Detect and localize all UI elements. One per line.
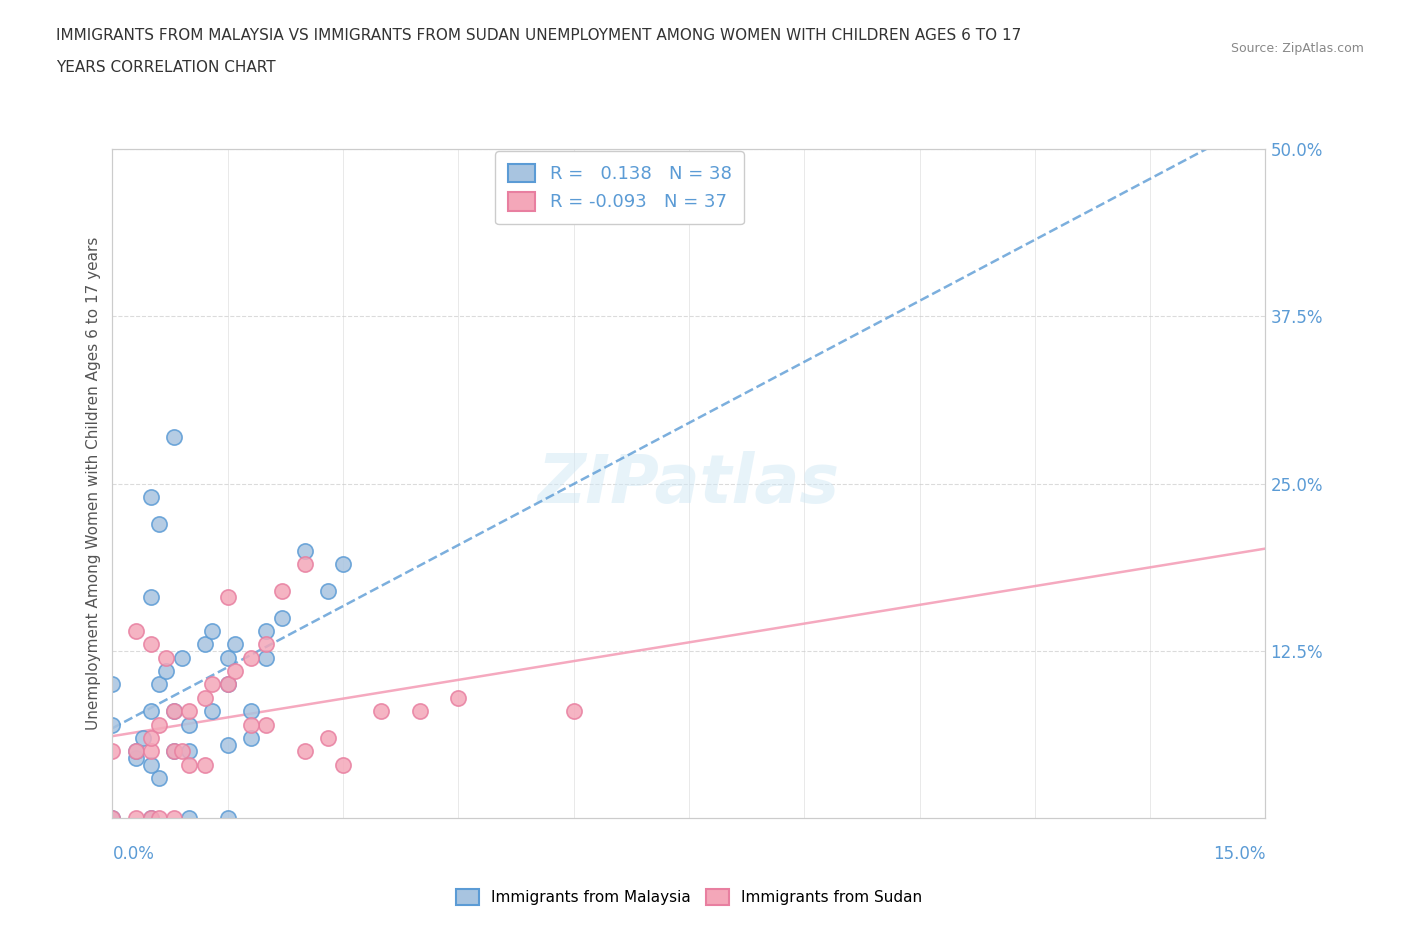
Point <box>409 704 432 719</box>
Point <box>270 610 292 625</box>
Point <box>294 556 316 571</box>
Point <box>148 771 170 786</box>
Point <box>201 623 224 638</box>
Text: 15.0%: 15.0% <box>1213 845 1265 863</box>
Point <box>139 757 162 772</box>
Point <box>224 637 246 652</box>
Point <box>124 751 146 765</box>
Point <box>254 717 277 732</box>
Point <box>217 677 239 692</box>
Point <box>447 690 470 705</box>
Point <box>170 744 193 759</box>
Point <box>170 650 193 665</box>
Point <box>562 704 585 719</box>
Point <box>254 650 277 665</box>
Point <box>124 623 146 638</box>
Point <box>217 590 239 604</box>
Point <box>294 744 316 759</box>
Point <box>155 650 177 665</box>
Point <box>194 757 217 772</box>
Point <box>217 650 239 665</box>
Point <box>148 811 170 826</box>
Point <box>254 623 277 638</box>
Point <box>332 556 354 571</box>
Point <box>294 543 316 558</box>
Point <box>124 744 146 759</box>
Point <box>239 717 262 732</box>
Text: 0.0%: 0.0% <box>112 845 155 863</box>
Point <box>163 704 186 719</box>
Point <box>254 637 277 652</box>
Point <box>179 811 201 826</box>
Point <box>139 637 162 652</box>
Legend: R =   0.138   N = 38, R = -0.093   N = 37: R = 0.138 N = 38, R = -0.093 N = 37 <box>495 152 744 224</box>
Point <box>139 811 162 826</box>
Point <box>101 811 124 826</box>
Point <box>139 704 162 719</box>
Point <box>179 757 201 772</box>
Legend: Immigrants from Malaysia, Immigrants from Sudan: Immigrants from Malaysia, Immigrants fro… <box>449 882 929 913</box>
Point <box>148 717 170 732</box>
Point <box>224 664 246 679</box>
Point <box>101 744 124 759</box>
Point <box>370 704 392 719</box>
Point <box>239 650 262 665</box>
Point <box>179 717 201 732</box>
Point <box>139 731 162 746</box>
Point <box>332 757 354 772</box>
Point <box>239 731 262 746</box>
Text: IMMIGRANTS FROM MALAYSIA VS IMMIGRANTS FROM SUDAN UNEMPLOYMENT AMONG WOMEN WITH : IMMIGRANTS FROM MALAYSIA VS IMMIGRANTS F… <box>56 28 1022 43</box>
Point <box>194 690 217 705</box>
Point <box>163 744 186 759</box>
Point <box>270 583 292 598</box>
Point <box>239 704 262 719</box>
Point <box>217 737 239 752</box>
Point <box>139 590 162 604</box>
Point <box>179 744 201 759</box>
Point <box>101 677 124 692</box>
Point <box>163 744 186 759</box>
Point <box>217 811 239 826</box>
Point <box>316 583 339 598</box>
Point <box>148 677 170 692</box>
Text: Source: ZipAtlas.com: Source: ZipAtlas.com <box>1230 42 1364 55</box>
Point <box>132 731 155 746</box>
Point <box>139 489 162 504</box>
Point <box>101 717 124 732</box>
Point <box>201 677 224 692</box>
Point <box>139 811 162 826</box>
Point <box>163 704 186 719</box>
Point <box>201 704 224 719</box>
Point <box>124 811 146 826</box>
Point <box>316 731 339 746</box>
Text: YEARS CORRELATION CHART: YEARS CORRELATION CHART <box>56 60 276 75</box>
Point <box>139 744 162 759</box>
Text: ZIPatlas: ZIPatlas <box>538 451 839 516</box>
Point <box>124 744 146 759</box>
Point <box>163 811 186 826</box>
Point <box>179 704 201 719</box>
Point <box>163 430 186 445</box>
Point <box>194 637 217 652</box>
Point <box>101 811 124 826</box>
Point <box>217 677 239 692</box>
Y-axis label: Unemployment Among Women with Children Ages 6 to 17 years: Unemployment Among Women with Children A… <box>86 237 101 730</box>
Point <box>155 664 177 679</box>
Point <box>148 516 170 531</box>
